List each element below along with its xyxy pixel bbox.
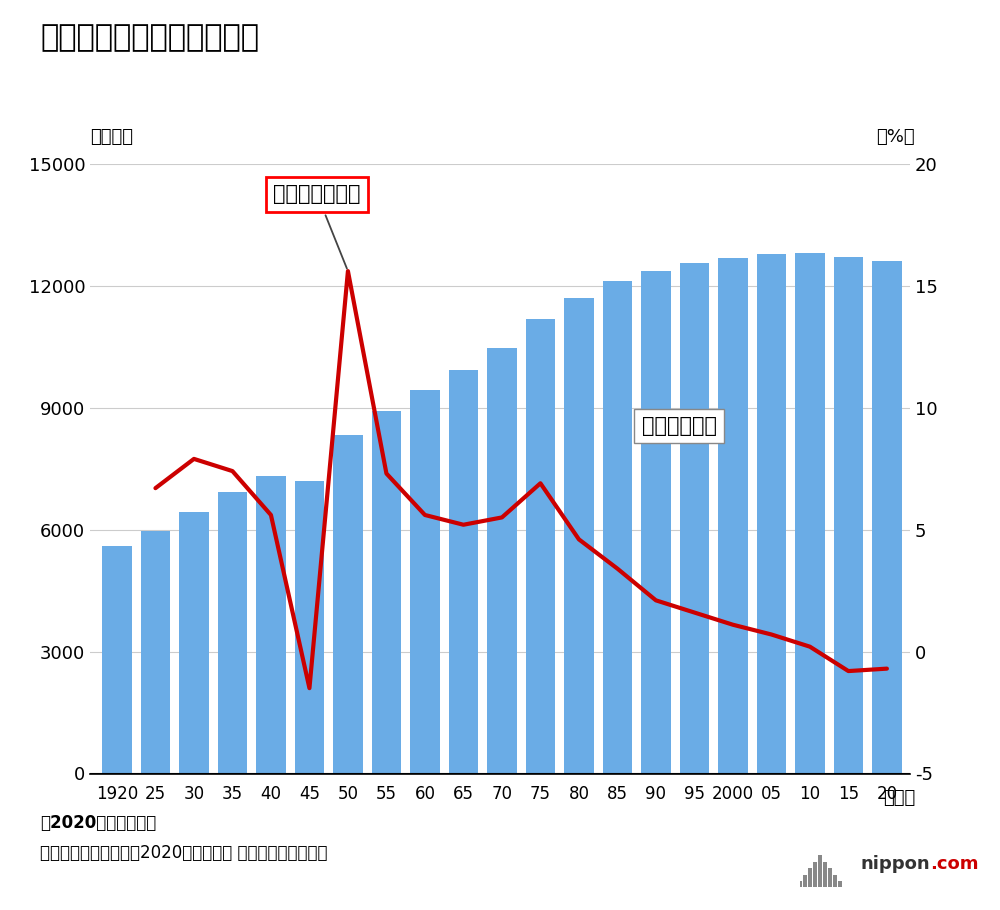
Bar bbox=[487, 348, 517, 774]
Bar bbox=[803, 875, 807, 887]
Bar bbox=[141, 531, 170, 774]
Bar bbox=[828, 868, 832, 887]
Text: 日本の人口と増減率の推移: 日本の人口と増減率の推移 bbox=[40, 23, 259, 52]
Bar bbox=[813, 862, 817, 887]
Text: （2020年は速報値）: （2020年は速報値） bbox=[40, 814, 156, 833]
Bar bbox=[603, 281, 632, 774]
Bar bbox=[718, 258, 748, 773]
Bar bbox=[872, 261, 902, 773]
Bar bbox=[218, 492, 247, 774]
Bar bbox=[256, 476, 286, 774]
Bar bbox=[838, 881, 842, 887]
Bar bbox=[757, 254, 786, 773]
Bar bbox=[333, 435, 363, 774]
Bar bbox=[410, 390, 440, 774]
Bar bbox=[526, 318, 555, 774]
Bar bbox=[798, 881, 802, 887]
Bar bbox=[179, 511, 209, 774]
Text: 出所：総務省統計局「2020年国勢調査 人口速報集計結果」: 出所：総務省統計局「2020年国勢調査 人口速報集計結果」 bbox=[40, 844, 328, 863]
Bar bbox=[102, 546, 132, 774]
Bar bbox=[833, 875, 837, 887]
Bar bbox=[823, 862, 827, 887]
Bar bbox=[449, 370, 478, 774]
Bar bbox=[372, 410, 401, 774]
Text: （年）: （年） bbox=[883, 789, 915, 807]
Bar bbox=[295, 480, 324, 774]
Text: 人口（左軸）: 人口（左軸） bbox=[642, 416, 717, 436]
Text: .com: .com bbox=[930, 855, 978, 874]
Bar bbox=[834, 257, 863, 774]
Bar bbox=[564, 298, 594, 773]
Bar bbox=[808, 868, 812, 887]
Text: nippon: nippon bbox=[860, 855, 930, 874]
Text: 増減率（右軸）: 増減率（右軸） bbox=[273, 185, 361, 268]
Text: （%）: （%） bbox=[876, 127, 915, 146]
Bar bbox=[641, 271, 671, 774]
Bar bbox=[680, 263, 709, 774]
Text: （万人）: （万人） bbox=[90, 127, 133, 146]
Bar bbox=[818, 855, 822, 887]
Bar bbox=[795, 253, 825, 774]
